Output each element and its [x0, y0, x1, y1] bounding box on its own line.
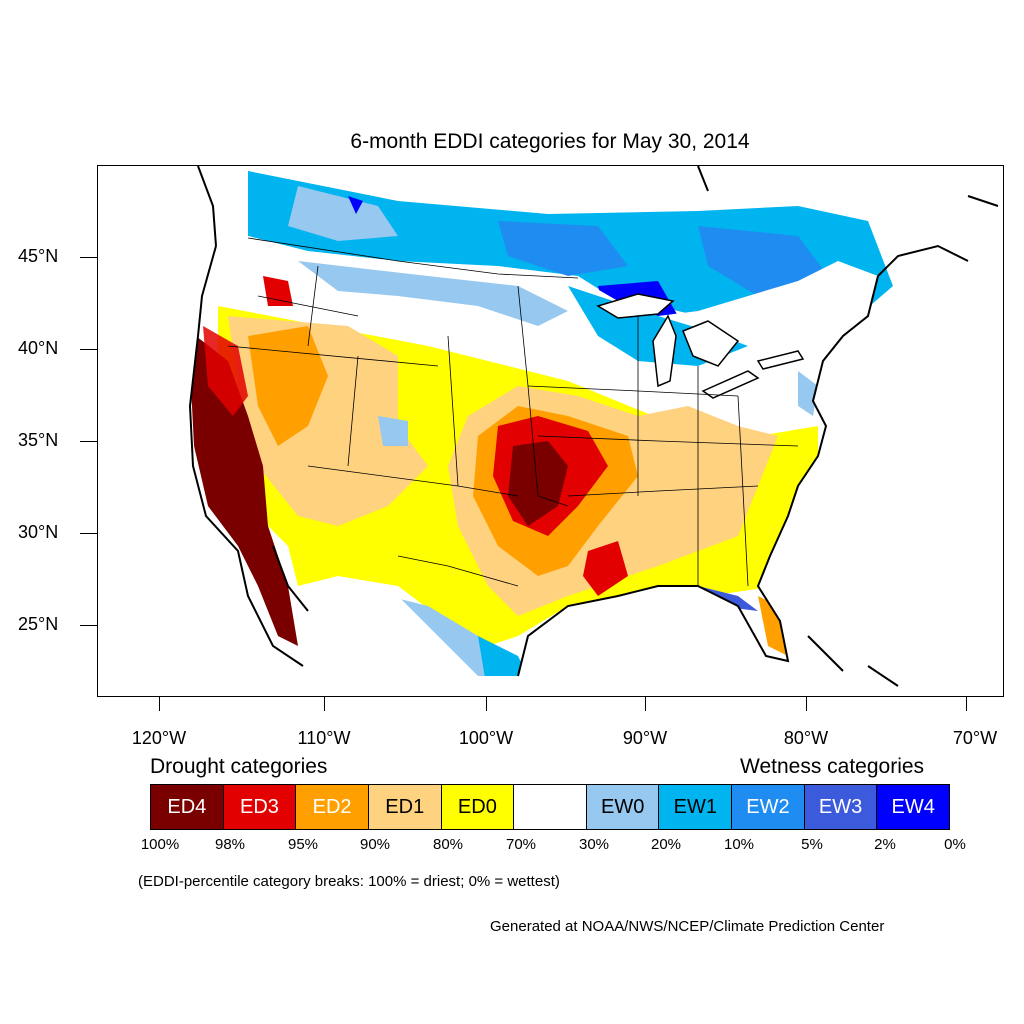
- lon-label: 120°W: [131, 728, 187, 748]
- legend-box-ed3: ED3: [223, 785, 297, 829]
- lat-label: 45°N: [18, 246, 59, 266]
- percent-break: 30%: [578, 836, 610, 853]
- lon-tick: [645, 697, 646, 711]
- legend-box-ew3: EW3: [804, 785, 878, 829]
- lat-label: 25°N: [18, 614, 59, 634]
- coastline: [188, 166, 999, 687]
- legend-box-normal: [514, 785, 587, 829]
- great-lakes: [596, 293, 805, 399]
- lon-tick: [966, 697, 967, 711]
- state-boundaries: [227, 237, 799, 587]
- percent-break: 20%: [650, 836, 682, 853]
- percent-break: 95%: [287, 836, 319, 853]
- drought-heading: Drought categories: [150, 755, 328, 778]
- percent-break: 90%: [359, 836, 391, 853]
- eddi-map: [188, 166, 999, 687]
- conus-eddi-field: [190, 236, 878, 676]
- percent-break: 100%: [140, 836, 180, 853]
- percent-break: 98%: [214, 836, 246, 853]
- percent-break: 80%: [432, 836, 464, 853]
- percent-break: 0%: [944, 836, 966, 853]
- legend-box-ew1: EW1: [659, 785, 733, 829]
- lon-label: 110°W: [297, 728, 351, 748]
- percent-break: 5%: [801, 836, 823, 853]
- legend-box-ed0: ED0: [441, 785, 515, 829]
- percent-break: 10%: [723, 836, 755, 853]
- lon-tick: [324, 697, 325, 711]
- lat-tick: [80, 349, 97, 350]
- legend-box-ew4: EW4: [877, 785, 950, 829]
- lon-label: 80°W: [783, 728, 829, 748]
- percent-break: 70%: [505, 836, 537, 853]
- lon-tick: [486, 697, 487, 711]
- legend-box-ed2: ED2: [296, 785, 369, 829]
- wetness-heading: Wetness categories: [740, 755, 925, 778]
- lon-label: 70°W: [952, 728, 998, 748]
- lat-label: 30°N: [18, 522, 59, 542]
- credit-line: Generated at NOAA/NWS/NCEP/Climate Predi…: [490, 918, 885, 935]
- map-plot-area: [97, 165, 1004, 697]
- lat-label: 40°N: [18, 338, 59, 358]
- legend-box-ed4: ED4: [151, 785, 224, 829]
- legend-box-ew0: EW0: [586, 785, 660, 829]
- lat-label: 35°N: [18, 430, 59, 450]
- legend-box-ed1: ED1: [368, 785, 442, 829]
- lat-tick: [80, 257, 97, 258]
- lon-label: 100°W: [458, 728, 514, 748]
- category-legend: ED4 ED3 ED2 ED1 ED0 EW0 EW1 EW2 EW3 EW4: [150, 784, 950, 830]
- lat-tick: [80, 625, 97, 626]
- lon-label: 90°W: [622, 728, 668, 748]
- category-note: (EDDI-percentile category breaks: 100% =…: [138, 873, 560, 890]
- legend-box-ew2: EW2: [732, 785, 805, 829]
- percent-break: 2%: [874, 836, 896, 853]
- lon-tick: [806, 697, 807, 711]
- lon-tick: [159, 697, 160, 711]
- map-title: 6-month EDDI categories for May 30, 2014: [350, 130, 750, 153]
- lat-tick: [80, 533, 97, 534]
- lat-tick: [80, 441, 97, 442]
